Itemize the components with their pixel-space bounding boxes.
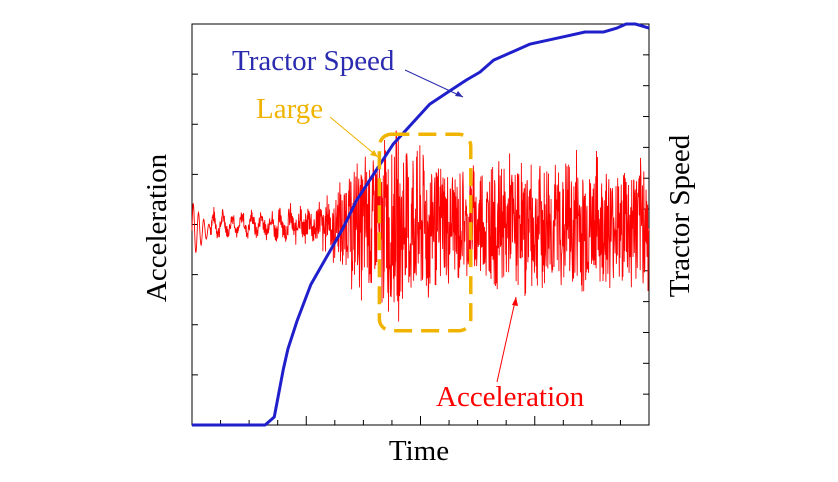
series-line-acceleration: [191, 130, 650, 322]
annotation-large: Large: [256, 93, 323, 125]
annotation-tractor-speed: Tractor Speed: [232, 45, 395, 77]
annotation-arrowhead-acceleration: [512, 297, 518, 306]
annotation-pointer-large: [329, 116, 379, 158]
x-axis-label: Time: [389, 435, 449, 467]
y-axis-label-left: Acceleration: [141, 153, 173, 302]
annotation-pointer-acceleration: [496, 296, 517, 383]
highlight-box: [377, 132, 473, 333]
annotation-arrowhead-tractor-speed: [455, 91, 463, 97]
series-layer: [191, 22, 650, 427]
annotation-arrowhead-large: [370, 150, 378, 157]
annotation-acceleration: Acceleration: [436, 381, 585, 413]
tick-marks: [192, 54, 649, 425]
y-axis-label-right: Tractor Speed: [664, 134, 696, 297]
series-line-tractor-speed: [192, 22, 650, 427]
annotation-pointer-tractor-speed: [404, 69, 464, 98]
